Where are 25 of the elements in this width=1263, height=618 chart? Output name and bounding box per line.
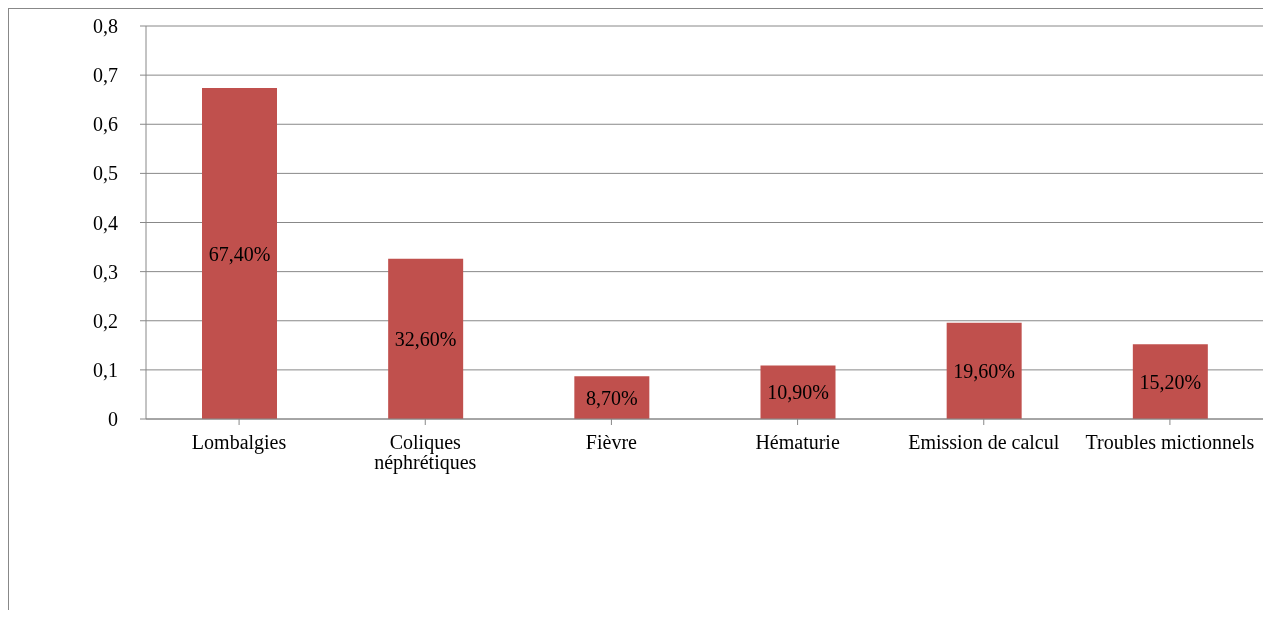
y-tick-label: 0,5 bbox=[93, 162, 118, 185]
bar bbox=[946, 322, 1022, 419]
y-tick-label: 0,2 bbox=[93, 309, 118, 332]
bar bbox=[202, 87, 277, 419]
x-tick-label: Emission de calcul bbox=[908, 431, 1060, 454]
data-label: 15,20% bbox=[1139, 370, 1202, 393]
bar bbox=[1132, 344, 1208, 419]
data-label: 67,40% bbox=[208, 242, 271, 265]
y-tick-label: 0,7 bbox=[93, 64, 118, 87]
data-label: 32,60% bbox=[394, 328, 457, 351]
y-tick-label: 0 bbox=[108, 408, 118, 431]
y-tick-label: 0,8 bbox=[93, 15, 118, 38]
y-tick-label: 0,6 bbox=[93, 113, 118, 136]
data-label: 8,70% bbox=[586, 386, 638, 409]
x-tick-label: Hématurie bbox=[755, 431, 840, 454]
y-tick-label: 0,3 bbox=[93, 260, 118, 283]
y-tick-label: 0,1 bbox=[93, 358, 118, 381]
data-label: 10,90% bbox=[767, 381, 829, 404]
y-tick-label: 0,4 bbox=[93, 211, 118, 234]
data-label: 19,60% bbox=[953, 359, 1015, 382]
x-tick-label: Troubles mictionnels bbox=[1085, 431, 1255, 454]
x-tick-label: Lombalgies bbox=[191, 431, 287, 455]
x-tick-label: Fièvre bbox=[585, 431, 638, 454]
x-tick-label: Coliques néphrétiques bbox=[374, 431, 477, 475]
bar bbox=[388, 258, 464, 419]
